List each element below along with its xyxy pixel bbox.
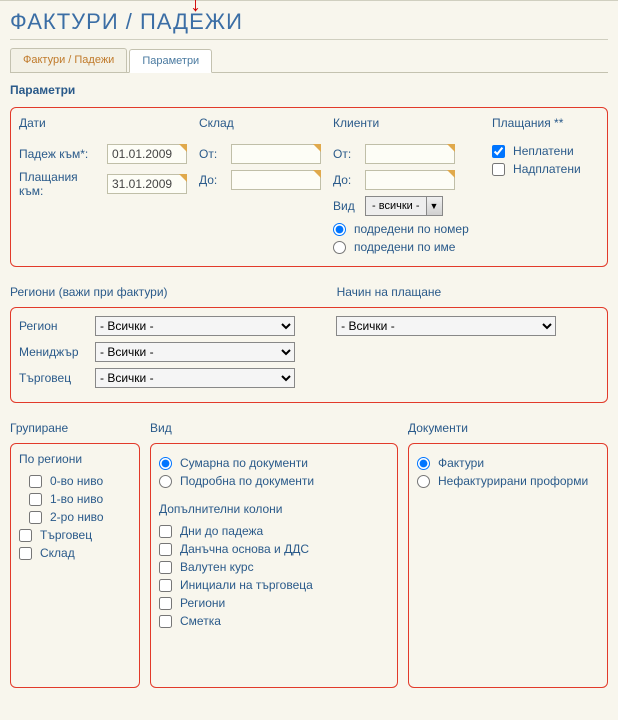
manager-select[interactable]: - Всички - xyxy=(95,342,295,362)
unpaid-checkbox[interactable] xyxy=(492,145,505,158)
days-checkbox[interactable] xyxy=(159,525,172,538)
cl-from-label: От: xyxy=(333,147,359,161)
chevron-down-icon: ▼ xyxy=(426,197,442,215)
level1-label: 1-во ниво xyxy=(50,492,103,506)
wh-to-input[interactable] xyxy=(231,170,321,190)
cl-type-select[interactable]: - всички - ▼ xyxy=(365,196,443,216)
cl-sort-num-label: подредени по номер xyxy=(354,222,469,236)
documents-header: Документи xyxy=(408,421,608,435)
regions-checkbox[interactable] xyxy=(159,597,172,610)
cl-from-input[interactable] xyxy=(365,144,455,164)
grouping-header: Групиране xyxy=(10,421,140,435)
regions-header: Региони (важи при фактури) xyxy=(10,285,309,299)
warehouse-header: Склад xyxy=(199,116,321,130)
vid-header: Вид xyxy=(150,421,398,435)
pay-date-label: Плащания към: xyxy=(19,170,101,198)
cl-type-label: Вид xyxy=(333,199,359,213)
doc-invoices-radio[interactable] xyxy=(417,457,430,470)
unpaid-label: Неплатени xyxy=(513,144,574,158)
cl-sort-name-radio[interactable] xyxy=(333,241,346,254)
doc-invoices-label: Фактури xyxy=(438,456,484,470)
grp-wh-label: Склад xyxy=(40,546,75,560)
section-header: Параметри xyxy=(10,83,608,97)
params-box-2: Регион - Всички - Мениджър - Всички - Тъ… xyxy=(10,307,608,403)
days-label: Дни до падежа xyxy=(180,524,263,538)
params-box-1: Дати Падеж към*: Плащания към: Склад От: xyxy=(10,107,608,267)
payments-header: Плащания ** xyxy=(492,116,599,130)
regions-col-label: Региони xyxy=(180,596,225,610)
level1-checkbox[interactable] xyxy=(29,493,42,506)
overpaid-label: Надплатени xyxy=(513,162,581,176)
doc-proforma-radio[interactable] xyxy=(417,475,430,488)
paymethod-select[interactable]: - Всички - xyxy=(336,316,556,336)
grp-sales-label: Търговец xyxy=(40,528,92,542)
due-date-label: Падеж към*: xyxy=(19,147,101,161)
account-label: Сметка xyxy=(180,614,221,628)
vat-label: Данъчна основа и ДДС xyxy=(180,542,309,556)
page-title: ФАКТУРИ / ПАДЕЖИ xyxy=(10,9,608,40)
level0-label: 0-во ниво xyxy=(50,474,103,488)
by-regions-label: По региони xyxy=(19,452,131,466)
arrow-indicator: ↓ xyxy=(190,0,201,15)
region-select[interactable]: - Всички - xyxy=(95,316,295,336)
sales-select[interactable]: - Всички - xyxy=(95,368,295,388)
extra-cols-header: Допълнителни колони xyxy=(159,502,389,516)
cl-to-label: До: xyxy=(333,173,359,187)
level2-label: 2-ро ниво xyxy=(50,510,104,524)
pay-date-input[interactable] xyxy=(107,174,187,194)
grp-wh-checkbox[interactable] xyxy=(19,547,32,560)
fx-checkbox[interactable] xyxy=(159,561,172,574)
paymethod-header: Начин на плащане xyxy=(337,285,608,299)
dates-header: Дати xyxy=(19,116,187,130)
cl-sort-num-radio[interactable] xyxy=(333,223,346,236)
manager-label: Мениджър xyxy=(19,345,89,359)
grp-sales-checkbox[interactable] xyxy=(19,529,32,542)
region-label: Регион xyxy=(19,319,89,333)
cl-sort-name-label: подредени по име xyxy=(354,240,455,254)
vat-checkbox[interactable] xyxy=(159,543,172,556)
due-date-input[interactable] xyxy=(107,144,187,164)
cl-to-input[interactable] xyxy=(365,170,455,190)
vid-summary-radio[interactable] xyxy=(159,457,172,470)
account-checkbox[interactable] xyxy=(159,615,172,628)
vid-detailed-radio[interactable] xyxy=(159,475,172,488)
tab-invoices[interactable]: Фактури / Падежи xyxy=(10,48,127,72)
wh-to-label: До: xyxy=(199,173,225,187)
doc-proforma-label: Нефактурирани проформи xyxy=(438,474,588,488)
tab-parameters[interactable]: Параметри xyxy=(129,49,212,73)
clients-header: Клиенти xyxy=(333,116,480,130)
cl-type-value: - всички - xyxy=(366,200,426,212)
level0-checkbox[interactable] xyxy=(29,475,42,488)
wh-from-input[interactable] xyxy=(231,144,321,164)
fx-label: Валутен курс xyxy=(180,560,254,574)
vid-detailed-label: Подробна по документи xyxy=(180,474,314,488)
overpaid-checkbox[interactable] xyxy=(492,163,505,176)
initials-checkbox[interactable] xyxy=(159,579,172,592)
initials-label: Инициали на търговеца xyxy=(180,578,313,592)
level2-checkbox[interactable] xyxy=(29,511,42,524)
wh-from-label: От: xyxy=(199,147,225,161)
vid-summary-label: Сумарна по документи xyxy=(180,456,308,470)
sales-label: Търговец xyxy=(19,371,89,385)
tabs: Фактури / Падежи Параметри xyxy=(10,48,608,73)
